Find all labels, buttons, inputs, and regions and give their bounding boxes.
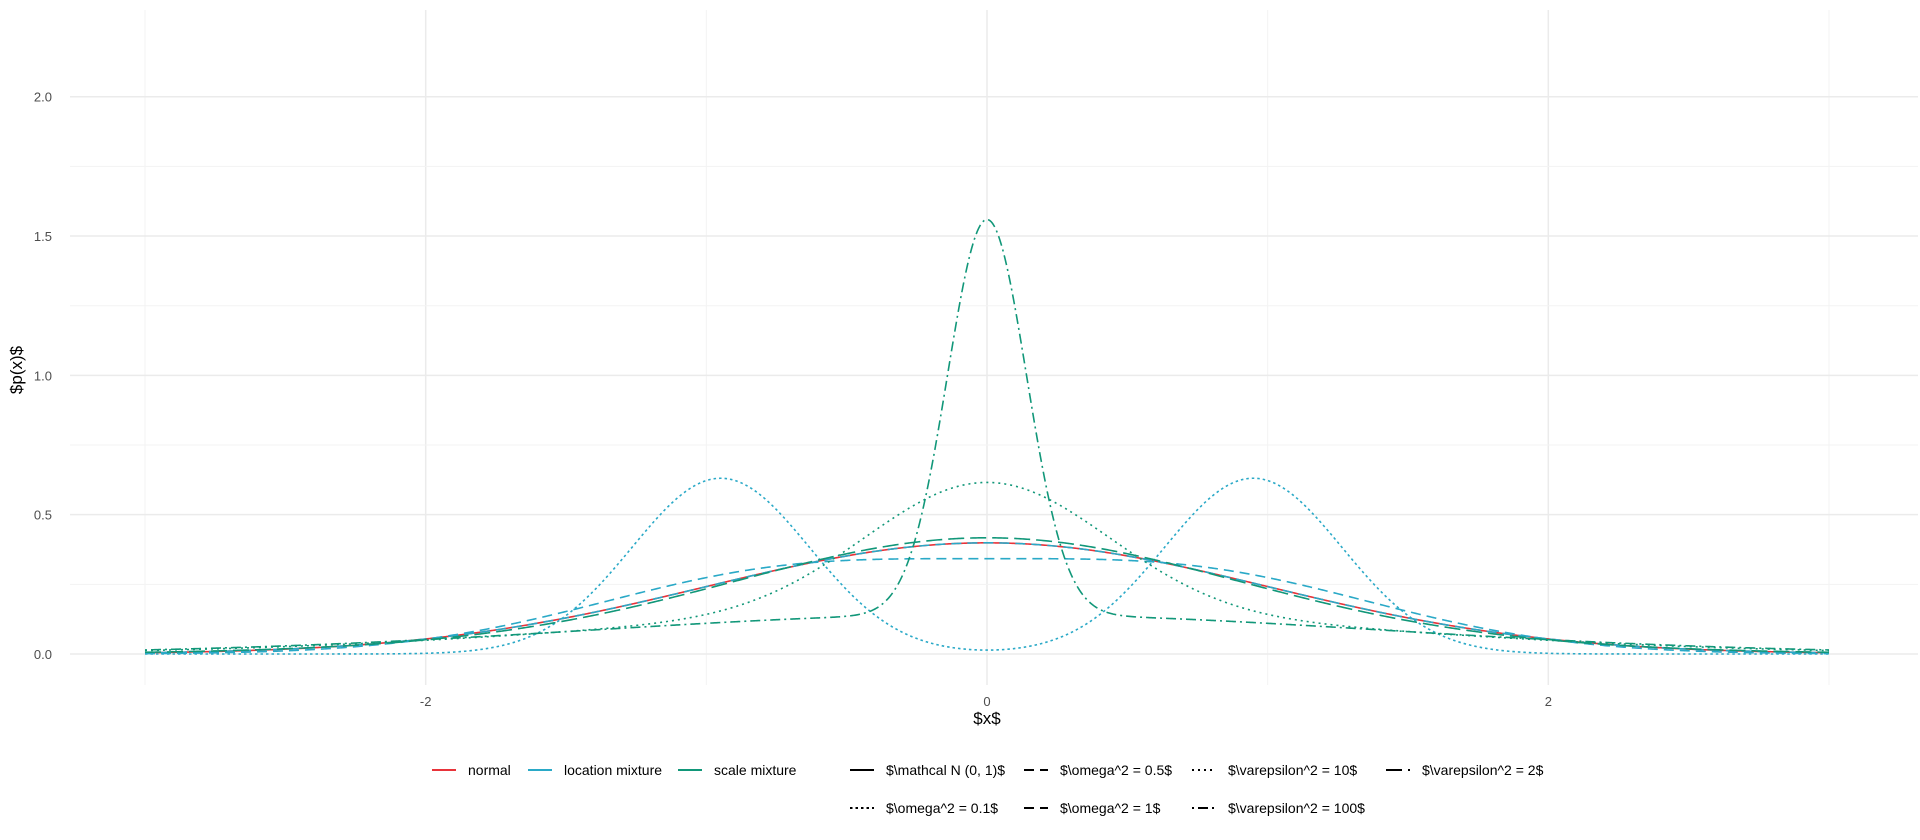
axis-ticks: -2 0 2 0.0 0.5 1.0 1.5 2.0 xyxy=(34,90,1552,709)
legend-label-scale: scale mixture xyxy=(714,762,797,778)
y-axis-title: $p(x)$ xyxy=(7,345,26,394)
x-axis-title: $x$ xyxy=(973,709,1001,728)
density-curves xyxy=(144,218,1830,655)
legend-label-location: location mixture xyxy=(564,762,662,778)
x-tick-label: 2 xyxy=(1545,694,1552,709)
density-line-location xyxy=(145,477,1829,655)
y-tick-label: 1.0 xyxy=(34,368,52,383)
density-line-scale xyxy=(144,218,1830,651)
x-tick-label: 0 xyxy=(983,694,990,709)
grid xyxy=(70,10,1918,685)
legend: normal location mixture scale mixture $\mat… xyxy=(432,762,1544,816)
legend-label-lt7: $\varepsilon^2 = 100$ xyxy=(1228,800,1365,816)
x-tick-label: -2 xyxy=(420,694,432,709)
legend-label-lt1: $\mathcal N (0, 1)$ xyxy=(886,762,1005,778)
y-tick-label: 1.5 xyxy=(34,229,52,244)
density-line-scale xyxy=(144,481,1830,652)
legend-label-lt4: $\varepsilon^2 = 2$ xyxy=(1422,762,1544,778)
y-tick-label: 0.0 xyxy=(34,647,52,662)
legend-label-lt3: $\varepsilon^2 = 10$ xyxy=(1228,762,1357,778)
y-tick-label: 0.5 xyxy=(34,508,52,523)
legend-label-lt2: $\omega^2 = 0.5$ xyxy=(1060,762,1172,778)
y-tick-label: 2.0 xyxy=(34,90,52,105)
legend-label-normal: normal xyxy=(468,762,511,778)
legend-label-lt5: $\omega^2 = 0.1$ xyxy=(886,800,998,816)
legend-label-lt6: $\omega^2 = 1$ xyxy=(1060,800,1161,816)
